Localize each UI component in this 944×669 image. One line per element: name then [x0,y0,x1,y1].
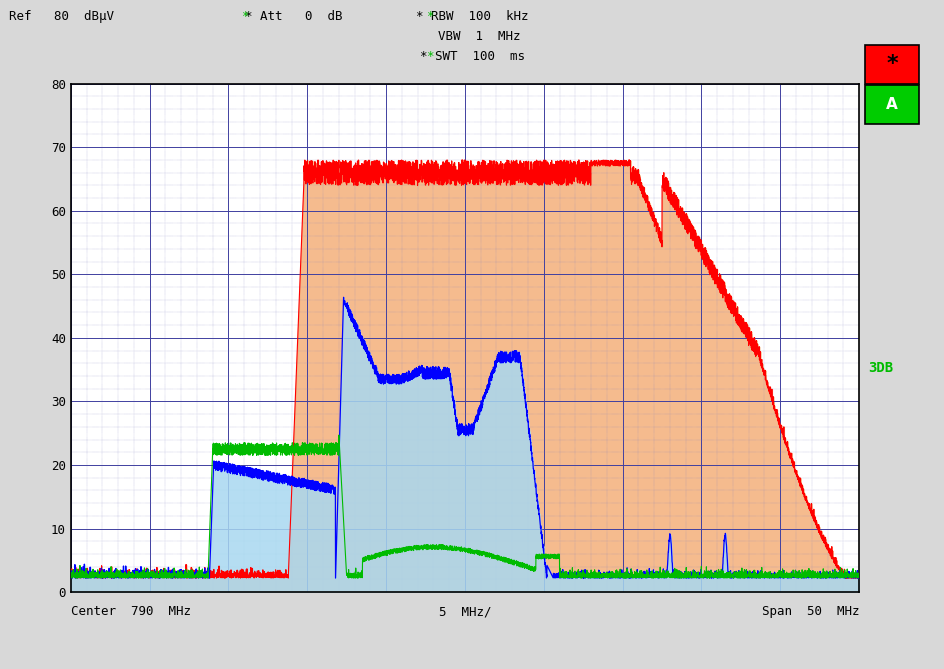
Text: A: A [886,97,898,112]
Text: 3DB: 3DB [868,361,894,375]
Text: * Att   0  dB: * Att 0 dB [245,10,343,23]
Text: *: * [426,50,433,63]
Text: * RBW  100  kHz: * RBW 100 kHz [415,10,529,23]
Text: 5  MHz/: 5 MHz/ [439,605,492,618]
Text: Ref   80  dBμV: Ref 80 dBμV [9,10,114,23]
Text: * SWT  100  ms: * SWT 100 ms [419,50,525,63]
Text: Center  790  MHz: Center 790 MHz [71,605,191,618]
Text: Span  50  MHz: Span 50 MHz [762,605,859,618]
Text: *: * [886,54,898,74]
Text: VBW  1  MHz: VBW 1 MHz [423,30,521,43]
Text: *: * [241,10,248,23]
Text: *: * [426,10,433,23]
